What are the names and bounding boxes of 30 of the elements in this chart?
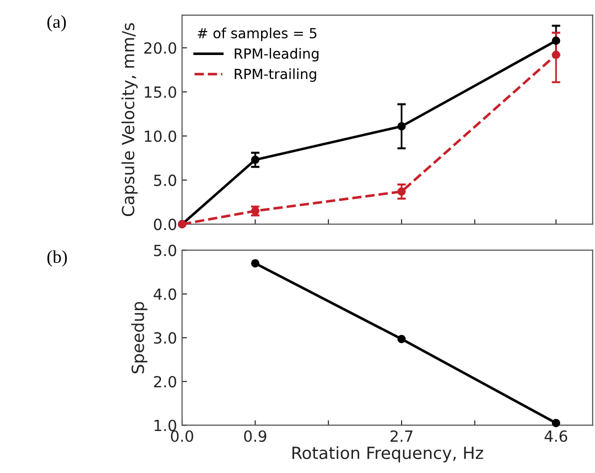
point <box>251 156 260 164</box>
point <box>397 187 406 196</box>
point <box>397 122 406 130</box>
y-tick-label: 20.0 <box>144 42 176 54</box>
legend-label: RPM-trailing <box>234 68 316 82</box>
y-axis-title: Capsule Velocity, mm/s <box>122 23 138 216</box>
y-tick-label: 5.0 <box>154 174 176 186</box>
y-tick-label: 5.0 <box>154 244 176 256</box>
y-tick-label: 0.0 <box>154 218 176 230</box>
x-tick-label: 0.0 <box>170 430 194 442</box>
y-tick-label: 2.0 <box>154 376 176 388</box>
y-tick-label: 4.0 <box>154 288 176 300</box>
point <box>552 36 560 45</box>
x-tick-label: 2.7 <box>390 430 412 442</box>
point <box>552 50 560 59</box>
text: (b) <box>47 250 67 267</box>
y-tick-label: 15.0 <box>144 86 176 98</box>
point <box>251 259 260 268</box>
x-tick-label: 4.6 <box>544 430 568 442</box>
y-axis-title: Speedup <box>131 302 148 374</box>
y-tick-label: 10.0 <box>144 130 176 142</box>
legend-label: RPM-leading <box>234 48 318 62</box>
x-tick-label: 0.9 <box>244 430 266 442</box>
y-tick-label: 1.0 <box>154 420 176 432</box>
legend-title: # of samples = 5 <box>198 28 316 42</box>
y-tick-label: 3.0 <box>154 332 176 344</box>
x-axis-title: Rotation Frequency, Hz <box>292 446 484 462</box>
text: (a) <box>47 15 66 32</box>
point <box>397 334 406 344</box>
point <box>552 418 560 428</box>
